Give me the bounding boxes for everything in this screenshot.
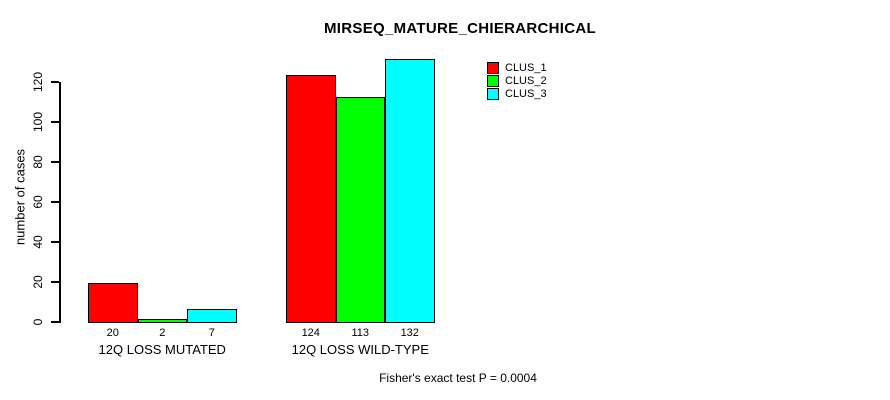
y-tick xyxy=(51,81,59,83)
bar-clus_3-2 xyxy=(385,59,435,323)
y-tick xyxy=(51,121,59,123)
y-tick xyxy=(51,281,59,283)
chart-title: MIRSEQ_MATURE_CHIERARCHICAL xyxy=(324,20,596,37)
bar-clus_2-2 xyxy=(335,97,385,323)
legend-item: CLUS_3 xyxy=(487,88,547,100)
footnote: Fisher's exact test P = 0.0004 xyxy=(379,371,537,385)
y-tick-label: 120 xyxy=(31,71,45,93)
legend-item: CLUS_2 xyxy=(487,75,547,87)
y-tick-label: 80 xyxy=(31,155,45,169)
y-tick xyxy=(51,201,59,203)
legend-swatch xyxy=(487,62,499,74)
bar-clus_1-2 xyxy=(286,75,336,323)
group-label: 12Q LOSS WILD-TYPE xyxy=(291,342,429,357)
y-axis-label: number of cases xyxy=(12,148,28,246)
y-tick xyxy=(51,241,59,243)
bar-value-label: 132 xyxy=(400,327,419,339)
bar-value-label: 7 xyxy=(208,327,215,339)
bar-value-label: 113 xyxy=(351,327,370,339)
bar-clus_1-1 xyxy=(88,283,138,323)
bar-clus_2-1 xyxy=(137,319,187,323)
y-tick xyxy=(51,321,59,323)
legend-swatch xyxy=(487,75,499,87)
bar-value-label: 2 xyxy=(159,327,166,339)
legend-swatch xyxy=(487,88,499,100)
legend-label: CLUS_1 xyxy=(505,62,547,74)
legend-label: CLUS_2 xyxy=(505,75,547,87)
y-tick-label: 100 xyxy=(31,111,45,133)
y-tick-label: 20 xyxy=(31,275,45,289)
bar-value-label: 124 xyxy=(301,327,320,339)
y-tick-label: 0 xyxy=(31,318,45,326)
bar-clus_3-1 xyxy=(187,309,237,323)
legend-item: CLUS_1 xyxy=(487,62,547,74)
y-tick-label: 60 xyxy=(31,195,45,209)
legend-label: CLUS_3 xyxy=(505,88,547,100)
y-tick-label: 40 xyxy=(31,235,45,249)
y-axis-line xyxy=(59,82,61,323)
group-label: 12Q LOSS MUTATED xyxy=(98,342,226,357)
bar-value-label: 20 xyxy=(106,327,119,339)
y-tick xyxy=(51,161,59,163)
legend: CLUS_1 CLUS_2 CLUS_3 xyxy=(487,62,547,100)
